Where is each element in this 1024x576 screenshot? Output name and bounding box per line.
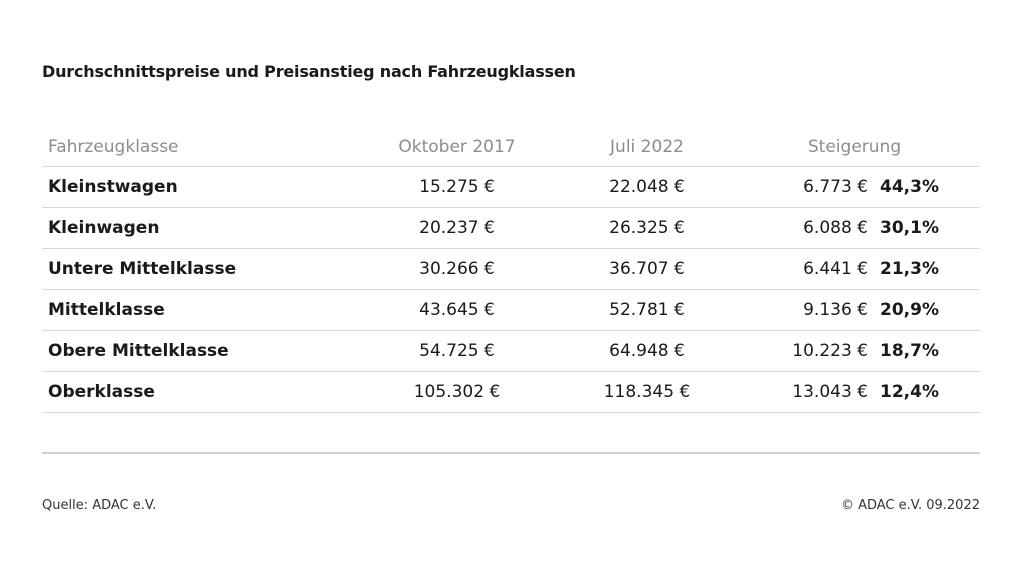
cell-increase-abs: 6.441 € <box>803 259 868 279</box>
source-note: Quelle: ADAC e.V. <box>42 498 157 513</box>
cell-class: Untere Mittelklasse <box>48 259 237 279</box>
table-row: Untere Mittelklasse 30.266 € 36.707 € 6.… <box>42 249 980 290</box>
cell-increase-pct: 20,9% <box>880 300 939 320</box>
price-table: Fahrzeugklasse Oktober 2017 Juli 2022 St… <box>42 128 980 413</box>
table-row: Obere Mittelklasse 54.725 € 64.948 € 10.… <box>42 331 980 372</box>
table-row: Oberklasse 105.302 € 118.345 € 13.043 € … <box>42 372 980 413</box>
cell-jul2022: 26.325 € <box>609 218 685 238</box>
cell-oct2017: 30.266 € <box>419 259 495 279</box>
cell-increase-abs: 13.043 € <box>792 382 868 402</box>
cell-class: Obere Mittelklasse <box>48 341 229 361</box>
header-increase: Steigerung <box>807 137 902 157</box>
cell-oct2017: 105.302 € <box>413 382 501 402</box>
cell-increase-pct: 18,7% <box>880 341 939 361</box>
cell-oct2017: 54.725 € <box>419 341 495 361</box>
table-row: Kleinwagen 20.237 € 26.325 € 6.088 € 30,… <box>42 208 980 249</box>
cell-jul2022: 118.345 € <box>603 382 691 402</box>
copyright-note: © ADAC e.V. 09.2022 <box>840 498 980 513</box>
table-row: Kleinstwagen 15.275 € 22.048 € 6.773 € 4… <box>42 167 980 208</box>
table-row: Mittelklasse 43.645 € 52.781 € 9.136 € 2… <box>42 290 980 331</box>
cell-increase-abs: 10.223 € <box>792 341 868 361</box>
cell-jul2022: 64.948 € <box>609 341 685 361</box>
cell-class: Mittelklasse <box>48 300 165 320</box>
header-class: Fahrzeugklasse <box>48 137 179 157</box>
cell-increase-abs: 6.773 € <box>803 177 868 197</box>
cell-class: Oberklasse <box>48 382 155 402</box>
header-oct2017: Oktober 2017 <box>398 137 516 157</box>
cell-oct2017: 43.645 € <box>419 300 495 320</box>
cell-class: Kleinwagen <box>48 218 160 238</box>
cell-jul2022: 52.781 € <box>609 300 685 320</box>
page-title: Durchschnittspreise und Preisanstieg nac… <box>42 62 576 81</box>
cell-increase-abs: 6.088 € <box>803 218 868 238</box>
cell-increase-pct: 44,3% <box>880 177 939 197</box>
cell-class: Kleinstwagen <box>48 177 178 197</box>
cell-increase-pct: 12,4% <box>880 382 939 402</box>
bottom-divider <box>42 452 980 454</box>
cell-increase-pct: 21,3% <box>880 259 939 279</box>
cell-increase-abs: 9.136 € <box>803 300 868 320</box>
cell-jul2022: 36.707 € <box>609 259 685 279</box>
header-jul2022: Juli 2022 <box>610 137 684 157</box>
cell-oct2017: 15.275 € <box>419 177 495 197</box>
cell-jul2022: 22.048 € <box>609 177 685 197</box>
cell-oct2017: 20.237 € <box>419 218 495 238</box>
table-header: Fahrzeugklasse Oktober 2017 Juli 2022 St… <box>42 128 980 167</box>
cell-increase-pct: 30,1% <box>880 218 939 238</box>
